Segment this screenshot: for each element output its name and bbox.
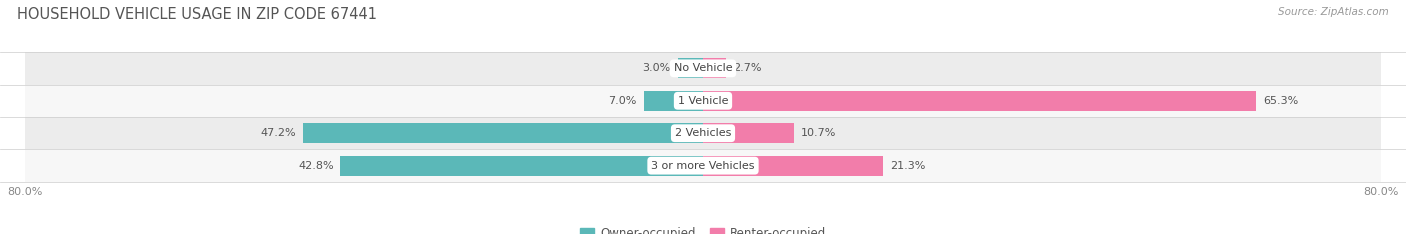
Bar — [25, 84, 1381, 117]
Bar — [25, 117, 1381, 150]
Text: 2 Vehicles: 2 Vehicles — [675, 128, 731, 138]
Text: 21.3%: 21.3% — [890, 161, 925, 171]
Bar — [703, 156, 883, 176]
Text: HOUSEHOLD VEHICLE USAGE IN ZIP CODE 67441: HOUSEHOLD VEHICLE USAGE IN ZIP CODE 6744… — [17, 7, 377, 22]
Bar — [304, 123, 703, 143]
Text: 1 Vehicle: 1 Vehicle — [678, 96, 728, 106]
Bar — [644, 91, 703, 111]
Bar — [703, 91, 1256, 111]
Bar — [703, 58, 725, 78]
Bar — [25, 150, 1381, 182]
Text: No Vehicle: No Vehicle — [673, 63, 733, 73]
Text: Source: ZipAtlas.com: Source: ZipAtlas.com — [1278, 7, 1389, 17]
Text: 3.0%: 3.0% — [643, 63, 671, 73]
Bar — [703, 123, 793, 143]
Text: 47.2%: 47.2% — [262, 128, 297, 138]
Text: 3 or more Vehicles: 3 or more Vehicles — [651, 161, 755, 171]
Text: 65.3%: 65.3% — [1263, 96, 1298, 106]
Bar — [25, 52, 1381, 84]
Text: 10.7%: 10.7% — [800, 128, 835, 138]
Legend: Owner-occupied, Renter-occupied: Owner-occupied, Renter-occupied — [575, 222, 831, 234]
Text: 2.7%: 2.7% — [733, 63, 761, 73]
Bar — [340, 156, 703, 176]
Bar — [678, 58, 703, 78]
Text: 7.0%: 7.0% — [609, 96, 637, 106]
Text: 42.8%: 42.8% — [298, 161, 333, 171]
